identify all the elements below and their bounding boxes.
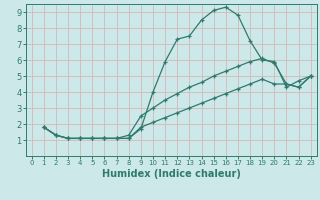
X-axis label: Humidex (Indice chaleur): Humidex (Indice chaleur)	[102, 169, 241, 179]
